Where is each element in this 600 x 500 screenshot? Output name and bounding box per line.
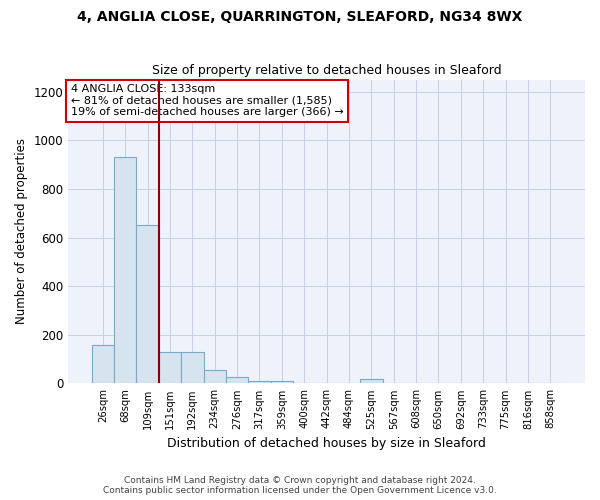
Bar (181, 352, 203, 384)
Bar (159, 352, 181, 384)
Text: 4 ANGLIA CLOSE: 133sqm
← 81% of detached houses are smaller (1,585)
19% of semi-: 4 ANGLIA CLOSE: 133sqm ← 81% of detached… (71, 84, 344, 117)
Bar (271, 381, 293, 384)
Bar (360, 379, 383, 384)
Y-axis label: Number of detached properties: Number of detached properties (15, 138, 28, 324)
Bar (248, 381, 271, 384)
Bar (203, 370, 226, 384)
Bar (226, 377, 248, 384)
Bar (136, 226, 159, 384)
Text: Contains HM Land Registry data © Crown copyright and database right 2024.
Contai: Contains HM Land Registry data © Crown c… (103, 476, 497, 495)
Bar (114, 158, 136, 384)
X-axis label: Distribution of detached houses by size in Sleaford: Distribution of detached houses by size … (167, 437, 486, 450)
Text: 4, ANGLIA CLOSE, QUARRINGTON, SLEAFORD, NG34 8WX: 4, ANGLIA CLOSE, QUARRINGTON, SLEAFORD, … (77, 10, 523, 24)
Bar (92, 344, 114, 384)
Title: Size of property relative to detached houses in Sleaford: Size of property relative to detached ho… (152, 64, 502, 77)
